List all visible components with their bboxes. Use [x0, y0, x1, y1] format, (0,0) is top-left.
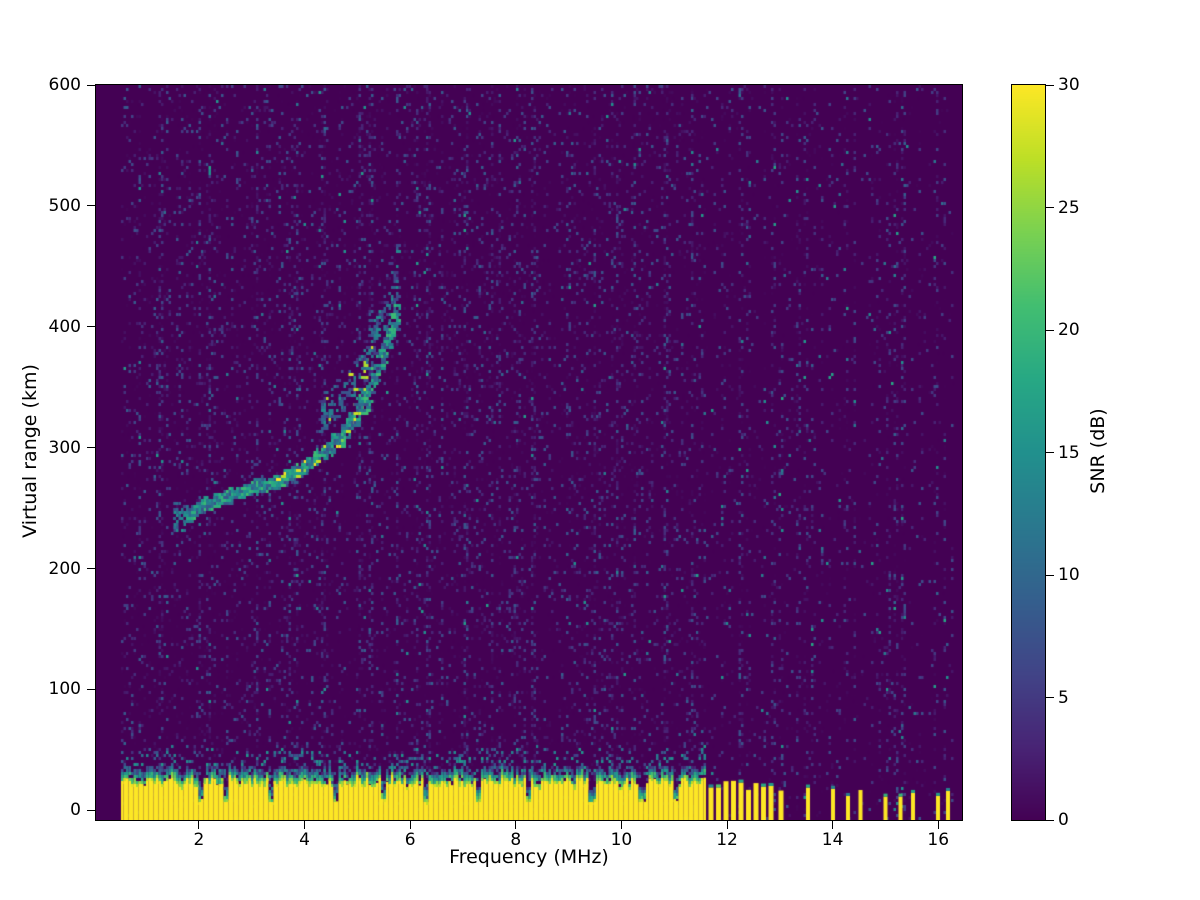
- x-tick-label: 8: [510, 830, 522, 850]
- x-tick-mark: [937, 821, 939, 829]
- x-tick-mark: [198, 821, 200, 829]
- y-tick-label: 400: [48, 316, 81, 337]
- y-tick-label: 0: [70, 800, 81, 821]
- x-tick-mark: [409, 821, 411, 829]
- colorbar-tick-label: 0: [1058, 810, 1069, 830]
- x-tick-mark: [515, 821, 517, 829]
- y-tick-label: 600: [48, 75, 81, 95]
- y-tick-mark: [87, 326, 95, 328]
- colorbar-tick-label: 30: [1058, 75, 1080, 95]
- y-tick-mark: [87, 809, 95, 811]
- x-tick-label: 10: [610, 830, 633, 850]
- x-tick-label: 12: [716, 830, 738, 850]
- colorbar: [1011, 84, 1046, 821]
- colorbar-tick-mark: [1046, 819, 1054, 821]
- colorbar-tick-label: 25: [1058, 197, 1080, 218]
- colorbar-tick-mark: [1046, 452, 1054, 453]
- colorbar-tick-mark: [1046, 697, 1054, 698]
- x-tick-label: 16: [927, 830, 950, 850]
- colorbar-tick-label: 5: [1058, 687, 1069, 708]
- y-tick-mark: [87, 84, 95, 86]
- x-tick-mark: [304, 821, 306, 829]
- colorbar-tick-label: 10: [1058, 565, 1080, 585]
- colorbar-gradient-canvas: [1012, 85, 1045, 820]
- y-tick-mark: [87, 205, 95, 207]
- y-tick-label: 100: [48, 679, 81, 700]
- colorbar-tick-mark: [1046, 84, 1054, 86]
- y-tick-label: 300: [48, 437, 81, 458]
- x-tick-mark: [726, 821, 728, 829]
- x-tick-label: 2: [193, 830, 205, 850]
- plot-area: [95, 84, 963, 821]
- ionogram-heatmap-canvas: [96, 85, 962, 820]
- x-tick-mark: [832, 821, 834, 829]
- y-tick-mark: [87, 688, 95, 690]
- colorbar-tick-mark: [1046, 207, 1054, 208]
- y-tick-mark: [87, 447, 95, 449]
- colorbar-tick-label: 20: [1058, 320, 1080, 340]
- y-tick-label: 200: [48, 558, 81, 579]
- x-tick-label: 6: [404, 830, 416, 850]
- colorbar-tick-label: 15: [1058, 442, 1080, 463]
- y-tick-label: 500: [48, 195, 81, 216]
- colorbar-tick-mark: [1046, 329, 1054, 331]
- x-axis-label: Frequency (MHz): [449, 846, 609, 868]
- x-tick-mark: [620, 821, 622, 829]
- colorbar-tick-mark: [1046, 574, 1054, 576]
- y-tick-mark: [87, 568, 95, 570]
- x-tick-label: 14: [821, 830, 844, 850]
- x-tick-label: 4: [299, 830, 310, 850]
